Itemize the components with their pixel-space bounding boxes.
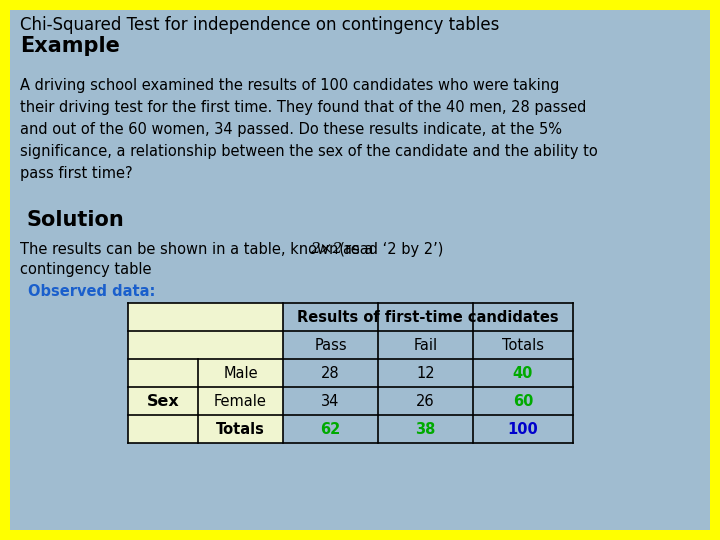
Text: their driving test for the first time. They found that of the 40 men, 28 passed: their driving test for the first time. T… <box>20 100 586 115</box>
Text: contingency table: contingency table <box>20 262 151 277</box>
Text: 26: 26 <box>416 394 435 408</box>
Text: Results of first-time candidates: Results of first-time candidates <box>297 309 559 325</box>
Text: pass first time?: pass first time? <box>20 166 132 181</box>
Text: 34: 34 <box>321 394 340 408</box>
Text: 100: 100 <box>508 422 539 436</box>
Text: 62: 62 <box>320 422 341 436</box>
Text: The results can be shown in a table, known as a: The results can be shown in a table, kno… <box>20 242 378 257</box>
Text: Fail: Fail <box>413 338 438 353</box>
Text: 12: 12 <box>416 366 435 381</box>
Text: Totals: Totals <box>502 338 544 353</box>
Text: Observed data:: Observed data: <box>28 284 156 299</box>
Text: 60: 60 <box>513 394 534 408</box>
Text: A driving school examined the results of 100 candidates who were taking: A driving school examined the results of… <box>20 78 559 93</box>
Bar <box>128 303 283 443</box>
Text: Chi-Squared Test for independence on contingency tables: Chi-Squared Test for independence on con… <box>20 16 500 34</box>
Text: 38: 38 <box>415 422 436 436</box>
Text: Female: Female <box>214 394 267 408</box>
Text: Pass: Pass <box>314 338 347 353</box>
Text: and out of the 60 women, 34 passed. Do these results indicate, at the 5%: and out of the 60 women, 34 passed. Do t… <box>20 122 562 137</box>
Text: Totals: Totals <box>216 422 265 436</box>
Text: Example: Example <box>20 36 120 56</box>
Text: Sex: Sex <box>147 394 179 408</box>
Text: Solution: Solution <box>26 210 124 230</box>
Text: 2×2: 2×2 <box>310 242 343 256</box>
Text: (read ‘2 by 2’): (read ‘2 by 2’) <box>330 242 444 257</box>
Bar <box>283 303 573 443</box>
Text: 40: 40 <box>513 366 534 381</box>
Text: Male: Male <box>223 366 258 381</box>
Text: significance, a relationship between the sex of the candidate and the ability to: significance, a relationship between the… <box>20 144 598 159</box>
Text: 28: 28 <box>321 366 340 381</box>
